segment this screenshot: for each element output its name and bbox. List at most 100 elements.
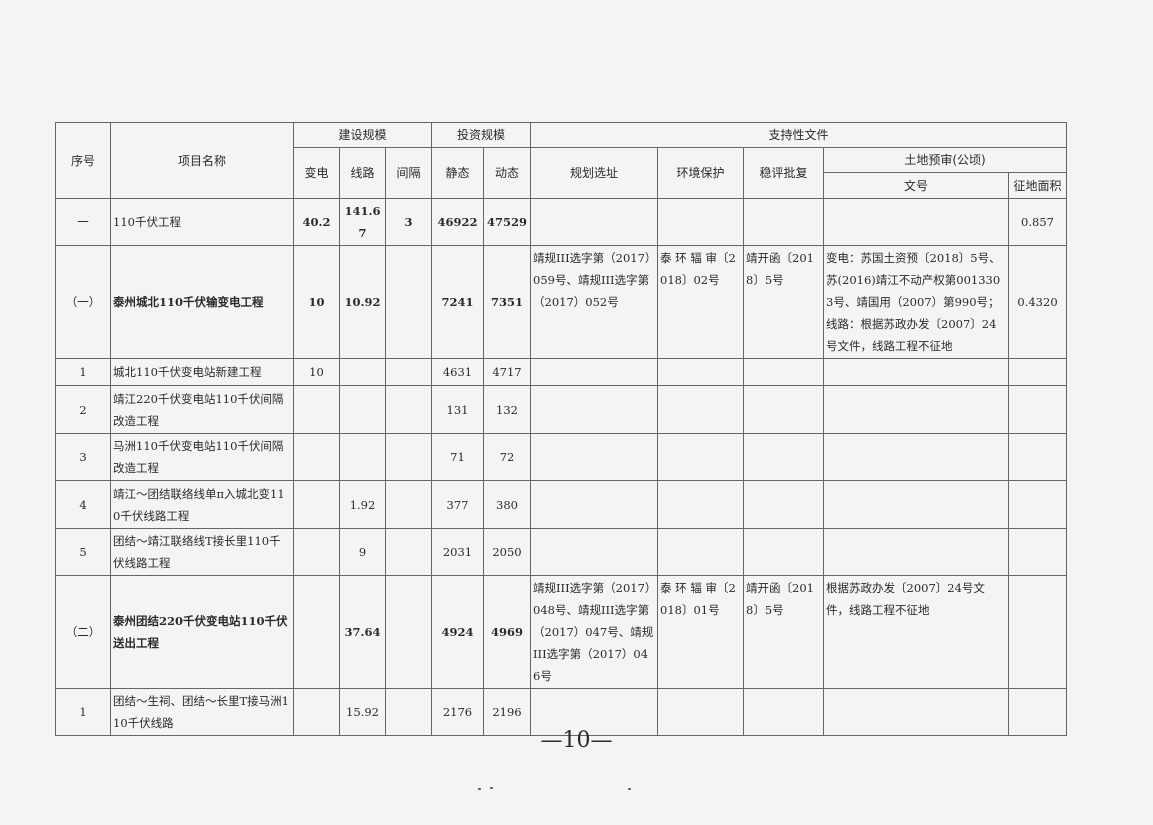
row-seq: （一） (55, 245, 111, 359)
row-static: 2176 (431, 688, 484, 736)
row-static: 7241 (431, 245, 484, 359)
header-land-pre-review: 土地预审(公顷) (823, 147, 1068, 173)
row-static: 2031 (431, 528, 484, 576)
row-bay (385, 433, 432, 481)
row-land-doc (823, 358, 1010, 386)
row-dynamic: 47529 (482, 198, 532, 246)
row-stability (743, 480, 825, 529)
row-env (657, 433, 745, 481)
header-planning-site: 规划选址 (530, 147, 659, 199)
row-line: 1.92 (339, 480, 386, 529)
row-stability (743, 385, 825, 434)
row-seq: 一 (55, 198, 111, 246)
row-line: 141.67 (339, 198, 386, 246)
row-bay (385, 245, 432, 359)
row-env (657, 385, 745, 434)
table-row: 4 靖江～团结联络线单π入城北变110千伏线路工程 1.92 377 380 (55, 480, 1068, 529)
row-dynamic: 2050 (482, 528, 532, 576)
scan-speck (490, 787, 493, 789)
row-land-doc (823, 433, 1010, 481)
row-planning (530, 385, 659, 434)
row-planning: 靖规III选字第（2017）059号、靖规III选字第（2017）052号 (530, 245, 659, 359)
row-name: 110千伏工程 (110, 198, 294, 246)
table-row: 5 团结～靖江联络线T接长里110千伏线路工程 9 2031 2050 (55, 528, 1068, 576)
header-investment-scale: 投资规模 (430, 122, 532, 148)
table-row: 1 城北110千伏变电站新建工程 10 4631 4717 (55, 358, 1068, 386)
row-env (657, 688, 745, 736)
row-dynamic: 4969 (482, 575, 532, 689)
row-land-area (1008, 575, 1068, 689)
row-name: 靖江220千伏变电站110千伏间隔改造工程 (110, 385, 294, 434)
row-land-area (1008, 385, 1068, 434)
row-land-doc (823, 198, 1010, 246)
row-seq: 5 (55, 528, 111, 576)
row-planning (530, 480, 659, 529)
row-bay (385, 480, 432, 529)
header-static: 静态 (431, 147, 484, 199)
row-planning (530, 433, 659, 481)
row-land-area (1008, 433, 1068, 481)
table-row: （二） 泰州团结220千伏变电站110千伏送出工程 37.64 4924 4969 靖规I… (55, 575, 1068, 689)
row-substation: 10 (293, 358, 340, 386)
header-env-protection: 环境保护 (657, 147, 745, 199)
header-name: 项目名称 (110, 122, 294, 199)
row-seq: 4 (55, 480, 111, 529)
scan-speck (478, 788, 481, 790)
row-dynamic: 380 (482, 480, 532, 529)
row-land-area (1008, 688, 1068, 736)
row-land-area (1008, 358, 1068, 386)
row-env (657, 198, 745, 246)
header-doc-no: 文号 (823, 172, 1010, 199)
row-land-doc: 变电：苏国土资预〔2018〕5号、苏(2016)靖江不动产权第0013303号、… (823, 245, 1010, 359)
row-land-area (1008, 528, 1068, 576)
header-bay: 间隔 (385, 147, 432, 199)
row-seq: 1 (55, 358, 111, 386)
row-name: 城北110千伏变电站新建工程 (110, 358, 294, 386)
row-name: 团结～靖江联络线T接长里110千伏线路工程 (110, 528, 294, 576)
row-substation: 40.2 (293, 198, 340, 246)
row-land-doc (823, 385, 1010, 434)
row-line: 9 (339, 528, 386, 576)
row-dynamic: 2196 (482, 688, 532, 736)
row-seq: 3 (55, 433, 111, 481)
row-env (657, 480, 745, 529)
row-bay (385, 688, 432, 736)
row-land-doc (823, 688, 1010, 736)
row-stability: 靖开函〔2018〕5号 (743, 245, 825, 359)
row-land-area (1008, 480, 1068, 529)
row-stability (743, 198, 825, 246)
row-static: 4631 (431, 358, 484, 386)
row-dynamic: 4717 (482, 358, 532, 386)
row-env: 泰 环 辐 审〔2018〕02号 (657, 245, 745, 359)
row-line (339, 433, 386, 481)
row-planning (530, 358, 659, 386)
row-dynamic: 132 (482, 385, 532, 434)
row-seq: 1 (55, 688, 111, 736)
row-planning (530, 198, 659, 246)
row-env (657, 528, 745, 576)
row-env (657, 358, 745, 386)
header-supporting-docs: 支持性文件 (530, 122, 1068, 148)
row-static: 4924 (431, 575, 484, 689)
row-bay (385, 528, 432, 576)
row-name: 泰州团结220千伏变电站110千伏送出工程 (110, 575, 294, 689)
row-bay (385, 385, 432, 434)
row-substation (293, 480, 340, 529)
table-row: 一 110千伏工程 40.2 141.67 3 46922 47529 0.857 (55, 198, 1068, 246)
row-static: 71 (431, 433, 484, 481)
row-static: 46922 (431, 198, 484, 246)
scan-speck (628, 788, 631, 790)
row-line: 15.92 (339, 688, 386, 736)
row-stability (743, 358, 825, 386)
row-bay: 3 (385, 198, 432, 246)
row-line: 10.92 (339, 245, 386, 359)
row-planning (530, 528, 659, 576)
row-planning (530, 688, 659, 736)
row-line (339, 358, 386, 386)
row-name: 马洲110千伏变电站110千伏间隔改造工程 (110, 433, 294, 481)
row-stability (743, 433, 825, 481)
row-static: 131 (431, 385, 484, 434)
row-land-area: 0.857 (1008, 198, 1068, 246)
row-bay (385, 575, 432, 689)
page-number: —10— (540, 728, 613, 753)
